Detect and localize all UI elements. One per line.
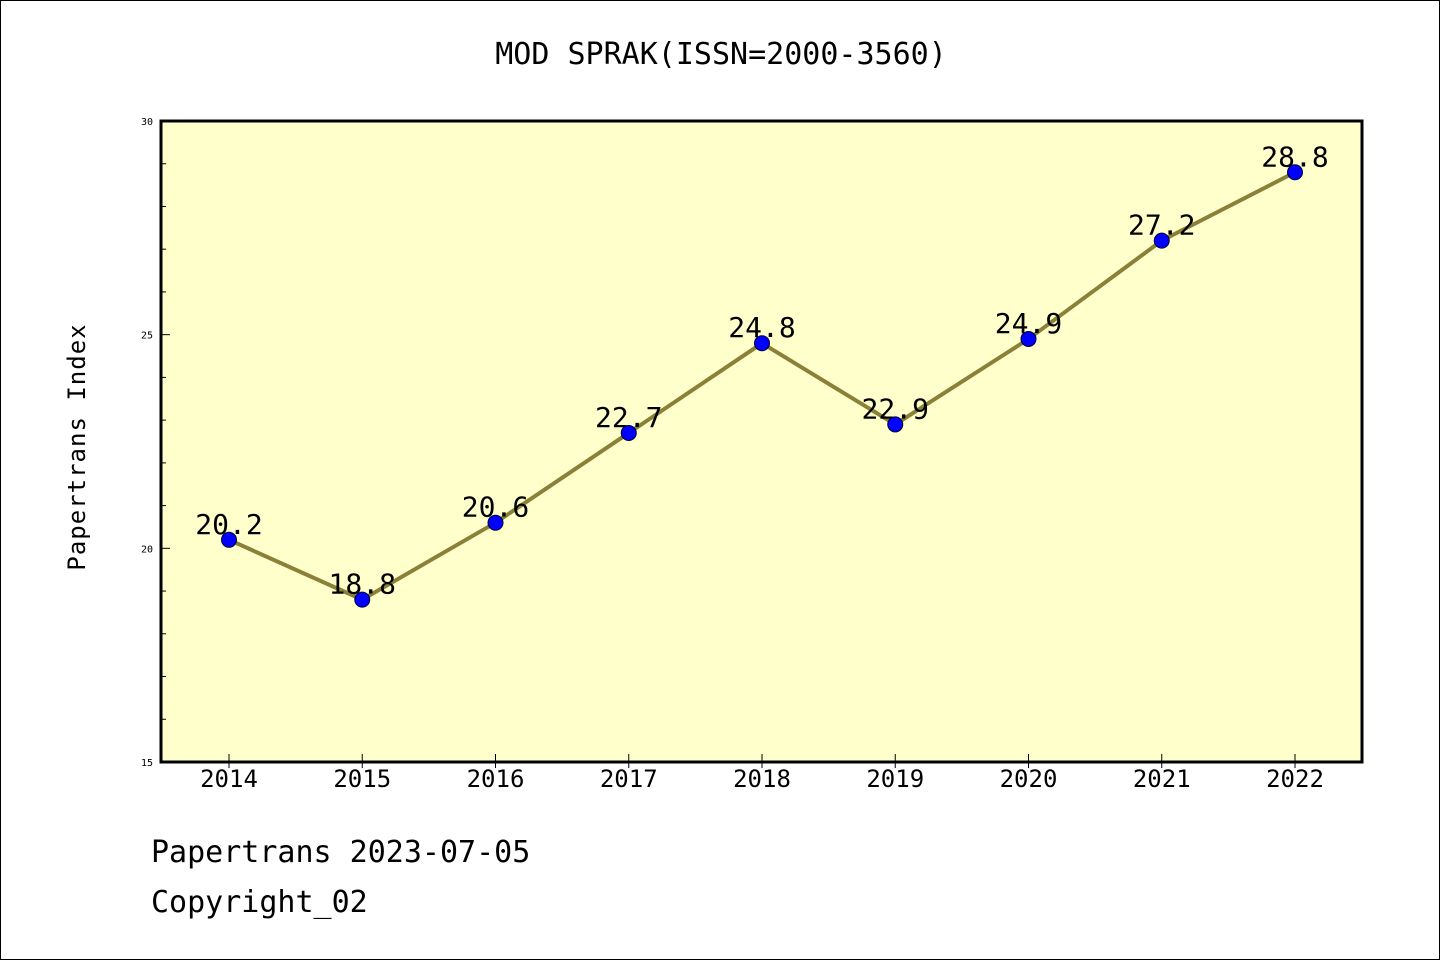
plot-background	[161, 121, 1362, 762]
plot-border	[159, 119, 1364, 764]
y-tick-label: 20	[141, 544, 153, 555]
chart-title: MOD SPRAK(ISSN=2000-3560)	[495, 37, 947, 72]
x-tick-label: 2016	[467, 765, 525, 793]
x-tick-label: 2020	[1000, 765, 1058, 793]
y-tick-label: 30	[141, 117, 153, 128]
x-tick-label: 2018	[733, 765, 791, 793]
footer-date: Papertrans 2023-07-05	[151, 835, 531, 870]
data-point	[221, 531, 237, 548]
footer-copyright: Copyright_02	[151, 885, 368, 920]
x-tick-label: 2017	[600, 765, 658, 793]
x-tick-label: 2014	[200, 765, 258, 793]
y-tick-label: 15	[141, 758, 153, 769]
data-point	[354, 591, 371, 608]
data-point	[754, 335, 770, 352]
data-point	[487, 514, 504, 531]
x-tick-label: 2015	[333, 765, 391, 793]
data-point	[620, 424, 637, 441]
x-tick-label: 2022	[1266, 765, 1324, 793]
data-point	[1153, 232, 1170, 249]
y-tick-label: 25	[141, 331, 153, 342]
data-point	[1287, 164, 1303, 181]
x-tick-label: 2021	[1133, 765, 1191, 793]
x-tick-label: 2019	[866, 765, 924, 793]
data-point	[1020, 330, 1037, 347]
data-point	[887, 416, 904, 433]
